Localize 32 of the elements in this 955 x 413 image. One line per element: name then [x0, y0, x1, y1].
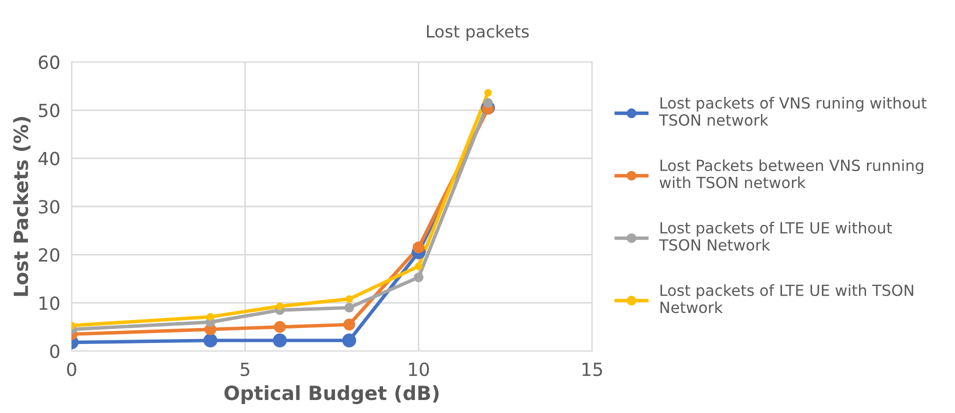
- point: [203, 334, 218, 348]
- legend-label: Lost Packets between VNS running with TSON network: [660, 159, 924, 188]
- point: [484, 88, 492, 97]
- point: [344, 302, 354, 313]
- point: [276, 302, 284, 310]
- point: [414, 272, 424, 282]
- point: [206, 313, 214, 321]
- point: [412, 242, 425, 254]
- point: [272, 334, 287, 348]
- y-tick-label: 30: [38, 200, 60, 214]
- y-tick-label: 50: [38, 104, 60, 118]
- y-tick-label: 0: [50, 344, 60, 358]
- point: [343, 318, 356, 330]
- point: [274, 321, 286, 333]
- x-tick-label: 10: [409, 362, 429, 376]
- y-axis-title: Lost Packets (%): [13, 117, 31, 296]
- point: [483, 98, 493, 108]
- y-tick-label: 20: [38, 248, 60, 262]
- y-tick-label: 10: [40, 296, 60, 310]
- y-tick-label: 60: [38, 55, 60, 70]
- point: [414, 262, 422, 270]
- legend-label: Lost packets of VNS runing without TSON network: [658, 96, 927, 126]
- point: [345, 295, 354, 303]
- chart-title: Lost packets: [427, 24, 529, 41]
- legend-label: Lost packets of LTE UE without TSON Network: [658, 222, 892, 251]
- x-tick-label: 5: [240, 362, 250, 376]
- x-tick-label: 0: [67, 362, 76, 376]
- x-tick-label: 15: [582, 362, 602, 376]
- point: [342, 334, 356, 348]
- legend-label: Lost packets of LTE UE with TSON Network: [660, 284, 914, 314]
- x-axis-title: Optical Budget (dB): [224, 385, 439, 404]
- y-tick-label: 40: [38, 152, 60, 166]
